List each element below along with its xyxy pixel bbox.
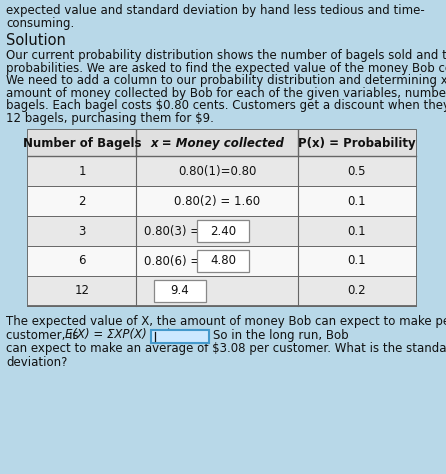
Text: probabilities. We are asked to find the expected value of the money Bob collects: probabilities. We are asked to find the … [6, 62, 446, 74]
Text: 0.80(3) =: 0.80(3) = [144, 225, 204, 237]
Text: 1: 1 [78, 164, 86, 177]
Text: amount of money collected by Bob for each of the given variables, number of: amount of money collected by Bob for eac… [6, 86, 446, 100]
Text: 9.4: 9.4 [171, 284, 190, 298]
Text: We need to add a column to our probability distribution and determining x, the: We need to add a column to our probabili… [6, 74, 446, 87]
Bar [154, 280, 206, 302]
Text: customer, is: customer, is [6, 328, 83, 341]
Text: 0.1: 0.1 [348, 255, 366, 267]
Bar [197, 250, 249, 272]
Text: 12 bagels, purchasing them for $9.: 12 bagels, purchasing them for $9. [6, 111, 214, 125]
Text: deviation?: deviation? [6, 356, 67, 368]
Text: x = Money collected: x = Money collected [150, 137, 284, 149]
Text: 0.5: 0.5 [348, 164, 366, 177]
Text: 0.1: 0.1 [348, 194, 366, 208]
Text: 4.80: 4.80 [210, 255, 236, 267]
Text: E(X) = ΣXP(X) = $: E(X) = ΣXP(X) = $ [65, 328, 172, 341]
Bar [28, 216, 416, 246]
Text: 0.80(6) =: 0.80(6) = [144, 255, 204, 267]
Text: 3: 3 [78, 225, 86, 237]
Text: can expect to make an average of $3.08 per customer. What is the standard: can expect to make an average of $3.08 p… [6, 342, 446, 355]
Bar [28, 156, 416, 186]
Text: consuming.: consuming. [6, 17, 74, 29]
Text: 0.80(1)=0.80: 0.80(1)=0.80 [178, 164, 256, 177]
Text: 0.2: 0.2 [348, 284, 366, 298]
Text: Number of Bagels: Number of Bagels [23, 137, 141, 149]
Text: 0.1: 0.1 [348, 225, 366, 237]
Bar [151, 329, 209, 343]
Text: P(x) = Probability: P(x) = Probability [298, 137, 416, 149]
Text: 0.80(2) = 1.60: 0.80(2) = 1.60 [174, 194, 260, 208]
Text: expected value and standard deviation by hand less tedious and time-: expected value and standard deviation by… [6, 4, 425, 17]
Text: The expected value of X, the amount of money Bob can expect to make per: The expected value of X, the amount of m… [6, 315, 446, 328]
Text: Solution: Solution [6, 33, 66, 48]
Text: 12: 12 [74, 284, 90, 298]
Text: So in the long run, Bob: So in the long run, Bob [213, 328, 348, 341]
Bar [28, 130, 416, 156]
Bar [197, 220, 249, 242]
Text: 2: 2 [78, 194, 86, 208]
Bar [28, 186, 416, 216]
Text: Our current probability distribution shows the number of bagels sold and the: Our current probability distribution sho… [6, 49, 446, 62]
Bar [28, 246, 416, 276]
Text: bagels. Each bagel costs $0.80 cents. Customers get a discount when they buy: bagels. Each bagel costs $0.80 cents. Cu… [6, 99, 446, 112]
Bar [28, 276, 416, 306]
Bar [28, 130, 416, 306]
Text: 6: 6 [78, 255, 86, 267]
Text: 2.40: 2.40 [210, 225, 236, 237]
